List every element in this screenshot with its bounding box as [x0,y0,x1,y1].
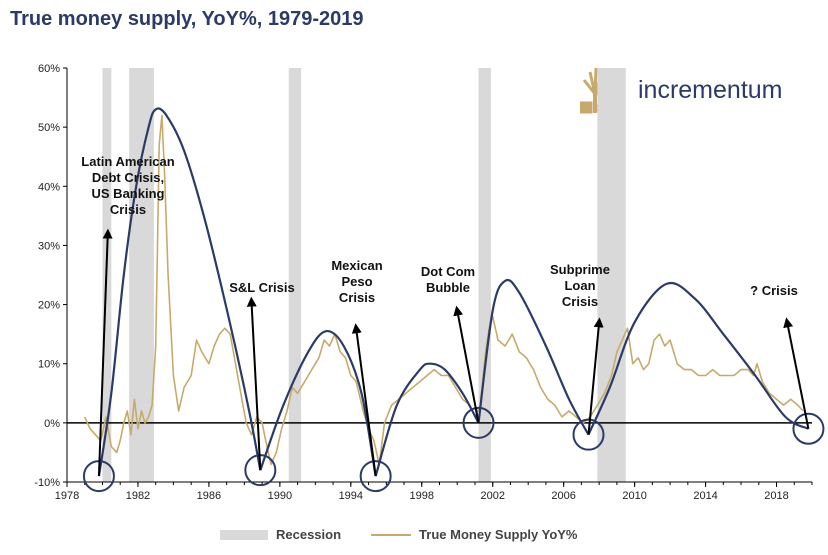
crisis-label: Latin American Debt Crisis, US Banking Cris… [81,154,174,217]
x-tick-label: 2010 [622,490,646,502]
crisis-label-line: Peso [341,274,372,289]
y-tick-label: 60% [38,63,60,75]
crisis-arrow [783,317,810,429]
cycle-curve [587,281,810,436]
y-tick-label: -10% [34,477,60,489]
recession-band [597,68,626,482]
legend-recession-swatch [220,529,268,540]
crisis-label: Subprime Loan Crisis [550,262,610,309]
x-tick-label: 2002 [480,490,504,502]
annotations: Latin American Debt Crisis, US Banking Cris… [81,154,825,493]
crisis-circle [462,406,495,439]
crisis-label-line: US Banking [92,186,165,201]
legend: Recession True Money Supply YoY% [220,527,577,542]
crisis-arrow [246,296,262,471]
legend-recession-label: Recession [276,527,342,542]
cycle-curve [477,278,590,436]
crisis-label-line: Mexican [331,258,382,273]
x-tick-label: 1982 [126,490,150,502]
crisis-label-line: Latin American [81,154,174,169]
crisis-label-line: Debt Crisis, [92,170,164,185]
crisis-label-line: Bubble [426,280,470,295]
x-tick-label: 1994 [339,490,363,502]
axes: -10% 0% 10% 20% 30% 40% 50% 60% 1978 1982 1986 1990… [34,63,813,502]
x-tick-label: 1986 [197,490,221,502]
crisis-arrow [351,323,377,477]
x-tick-label: 2018 [764,490,788,502]
y-tick-label: 30% [38,240,60,252]
legend-series-swatch [371,533,412,536]
logo-text: incrementum [638,76,783,104]
crisis-circle [792,412,825,445]
crisis-label: S&L Crisis [229,280,295,295]
crisis-label-line: Crisis [339,290,375,305]
crisis-label: ? Crisis [750,283,798,298]
crisis-label-line: ? Crisis [750,283,798,298]
crisis-circle [572,418,605,451]
crisis-label-line: Dot Com [421,264,475,279]
x-tick-label: 1998 [410,490,434,502]
y-tick-label: 20% [38,300,60,312]
crisis-arrow [97,228,113,477]
y-tick-label: 10% [38,359,60,371]
crisis-label-line: S&L Crisis [229,280,295,295]
x-tick-label: 1978 [55,490,79,502]
y-tick-label: 50% [38,122,60,134]
crisis-label-line: Crisis [562,294,598,309]
recession-band [478,68,491,482]
chart-title: True money supply, YoY%, 1979-2019 [10,8,364,30]
crisis-label-line: Crisis [110,202,146,217]
cycle-curve [97,107,262,477]
x-tick-label: 2014 [693,490,717,502]
x-tick-label: 2006 [551,490,575,502]
crisis-arrow [453,305,480,424]
cycle-curves [97,107,810,477]
crisis-label: Dot Com Bubble [421,264,475,295]
x-tick-label: 1990 [268,490,292,502]
cycle-curve [259,330,377,477]
legend-series-label: True Money Supply YoY% [419,527,578,542]
crisis-arrow [587,317,604,435]
y-tick-label: 40% [38,181,60,193]
cycle-curve [374,362,480,477]
recession-band [288,68,302,482]
crisis-label: Mexican Peso Crisis [331,258,382,305]
crisis-label-line: Subprime [550,262,610,277]
crisis-circle [359,460,392,493]
crisis-label-line: Loan [564,278,595,293]
y-tick-label: 0% [44,418,60,430]
